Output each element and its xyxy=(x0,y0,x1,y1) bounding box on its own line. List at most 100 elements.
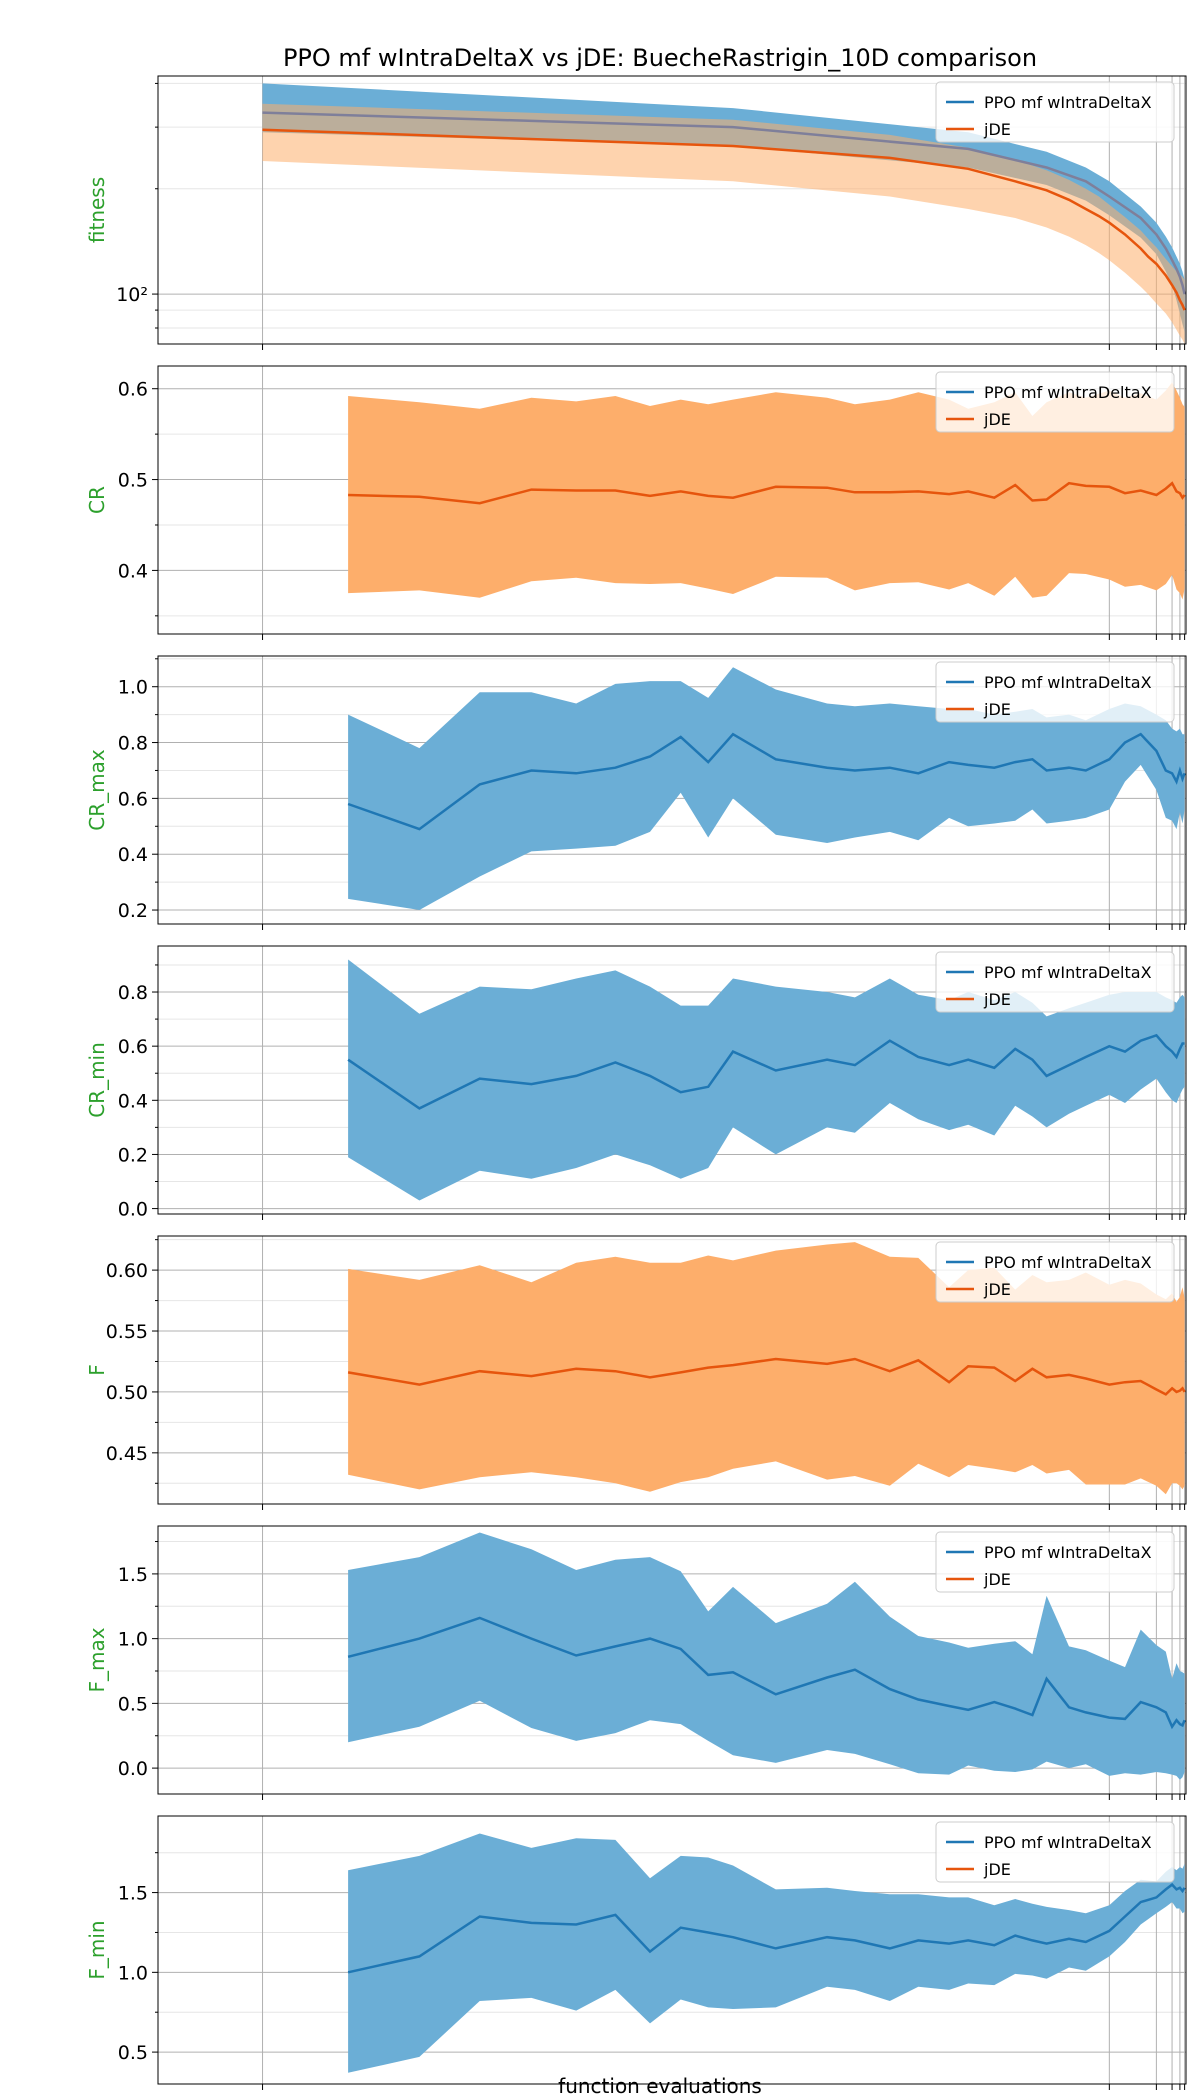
y-tick-label: 0.5 xyxy=(118,1693,148,1715)
x-tick-label: 10 xyxy=(250,2097,274,2100)
axes-frame xyxy=(157,365,1187,635)
axes-frame xyxy=(157,1525,1187,1795)
plot-area xyxy=(347,1532,1186,1780)
subplot-cr-max: 0.2 0.4 0.6 0.8 1.0 CR_max PPO mf wIntraDeltaX… xyxy=(85,655,1187,930)
y-tick-label: 1.5 xyxy=(118,1883,148,1905)
legend-label-jde: jDE xyxy=(983,1860,1011,1879)
ppo-mean-line xyxy=(347,732,1186,831)
legend-label-jde: jDE xyxy=(983,700,1011,719)
legend-box xyxy=(935,1821,1175,1883)
legend-box xyxy=(935,1241,1175,1303)
subplot-fitness: 10² fitness PPO mf wIntraDeltaX jDE xyxy=(85,75,1187,350)
axes-frame xyxy=(157,1235,1187,1505)
y-axis-label: CR_max xyxy=(85,749,109,831)
legend: PPO mf wIntraDeltaX jDE xyxy=(935,1821,1175,1883)
y-tick-label: 0.6 xyxy=(118,1036,148,1058)
y-axis-label: fitness xyxy=(85,177,109,243)
chart-title: PPO mf wIntraDeltaX vs jDE: BuecheRastri… xyxy=(283,44,1037,72)
y-tick-label: 0.8 xyxy=(118,982,148,1004)
y-tick-label: 0.45 xyxy=(106,1443,148,1465)
legend: PPO mf wIntraDeltaX jDE xyxy=(935,951,1175,1013)
y-tick-label: 0.55 xyxy=(106,1321,148,1343)
subplot-f: 0.45 0.50 0.55 0.60 F PPO mf wIntraDeltaX jDE xyxy=(85,1235,1187,1510)
y-axis-label: CR xyxy=(85,486,109,514)
legend-label-ppo: PPO mf wIntraDeltaX xyxy=(984,383,1152,402)
jde-confidence-band xyxy=(348,382,1185,600)
legend-label-ppo: PPO mf wIntraDeltaX xyxy=(984,1833,1152,1852)
plot-area xyxy=(347,667,1186,910)
ppo-confidence-band xyxy=(348,667,1185,910)
ppo-mean-line xyxy=(347,1616,1186,1730)
jde-confidence-band xyxy=(262,103,1185,344)
ppo-confidence-band xyxy=(348,1833,1185,2073)
x-tick-label: 400 xyxy=(1162,2097,1198,2100)
y-tick-label: 1.0 xyxy=(118,1962,148,1984)
y-tick-label: 0.60 xyxy=(106,1260,148,1282)
y-tick-label: 1.5 xyxy=(118,1564,148,1586)
y-tick-label: 0.2 xyxy=(118,1144,148,1166)
subplot-cr-min: 0.0 0.2 0.4 0.6 0.8 CR_min PPO mf wIntraDeltaX… xyxy=(85,945,1187,1221)
legend-box xyxy=(935,371,1175,433)
legend-label-jde: jDE xyxy=(983,410,1011,429)
y-tick-label: 0.6 xyxy=(118,379,148,401)
y-tick-label: 10² xyxy=(116,284,148,306)
legend-box xyxy=(935,81,1175,143)
y-tick-label: 0.4 xyxy=(118,560,148,582)
legend: PPO mf wIntraDeltaX jDE xyxy=(935,661,1175,723)
x-tick-label: 300 xyxy=(1154,2097,1190,2100)
y-tick-label: 0.0 xyxy=(118,1199,148,1221)
legend-label-ppo: PPO mf wIntraDeltaX xyxy=(984,1543,1152,1562)
legend-label-ppo: PPO mf wIntraDeltaX xyxy=(984,93,1152,112)
legend: PPO mf wIntraDeltaX jDE xyxy=(935,1241,1175,1303)
legend: PPO mf wIntraDeltaX jDE xyxy=(935,371,1175,433)
legend-label-jde: jDE xyxy=(983,120,1011,139)
plot-area xyxy=(262,83,1186,344)
y-tick-label: 0.4 xyxy=(118,1090,148,1112)
y-tick-label: 0.4 xyxy=(118,844,148,866)
legend-label-ppo: PPO mf wIntraDeltaX xyxy=(984,1253,1152,1272)
plot-area xyxy=(347,1242,1186,1495)
y-axis-label: CR_min xyxy=(85,1042,109,1118)
plot-area xyxy=(348,382,1186,600)
legend-label-jde: jDE xyxy=(983,1280,1011,1299)
legend-label-ppo: PPO mf wIntraDeltaX xyxy=(984,673,1152,692)
y-tick-label: 0.0 xyxy=(118,1758,148,1780)
y-tick-label: 0.8 xyxy=(118,733,148,755)
ppo-confidence-band xyxy=(348,1532,1185,1780)
ppo-confidence-band xyxy=(348,959,1185,1201)
ppo-mean-line xyxy=(347,1033,1185,1110)
legend-label-jde: jDE xyxy=(983,1570,1011,1589)
y-tick-label: 1.0 xyxy=(118,1629,148,1651)
jde-mean-line xyxy=(348,481,1186,505)
y-axis-label: F_min xyxy=(85,1920,109,1979)
legend: PPO mf wIntraDeltaX jDE xyxy=(935,81,1175,143)
y-tick-label: 1.0 xyxy=(118,677,148,699)
subplot-cr: 0.4 0.5 0.6 CR PPO mf wIntraDeltaX jDE xyxy=(85,365,1187,640)
y-tick-label: 0.5 xyxy=(118,470,148,492)
axes-frame xyxy=(157,945,1187,1215)
legend-box xyxy=(935,951,1175,1013)
y-tick-label: 0.2 xyxy=(118,900,148,922)
jde-mean-line xyxy=(347,1357,1186,1396)
jde-confidence-band xyxy=(348,1242,1185,1495)
y-tick-label: 0.50 xyxy=(106,1382,148,1404)
x-axis-label: function evaluations xyxy=(558,2074,762,2098)
y-axis-label: F xyxy=(85,1364,109,1376)
legend: PPO mf wIntraDeltaX jDE xyxy=(935,1531,1175,1593)
y-tick-label: 0.6 xyxy=(118,788,148,810)
ppo-mean-line xyxy=(262,111,1186,295)
y-tick-label: 0.5 xyxy=(118,2042,148,2064)
x-tick-label: 200 xyxy=(1138,2097,1174,2100)
axes-frame xyxy=(157,1815,1187,2085)
ppo-mean-line xyxy=(347,1882,1186,1974)
y-axis-label: F_max xyxy=(85,1627,109,1692)
legend-label-ppo: PPO mf wIntraDeltaX xyxy=(984,963,1152,982)
axes-frame xyxy=(157,655,1187,925)
plot-area xyxy=(347,1833,1186,2073)
legend-box xyxy=(935,1531,1175,1593)
subplot-f-max: 0.0 0.5 1.0 1.5 F_max PPO mf wIntraDeltaX jDE xyxy=(85,1525,1187,1800)
x-tick-label: 500 xyxy=(1166,2097,1200,2100)
